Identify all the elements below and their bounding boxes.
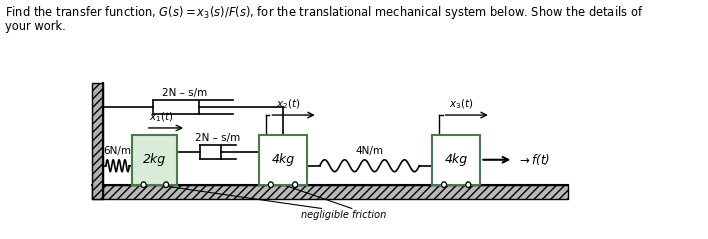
Text: 2N – s/m: 2N – s/m bbox=[161, 88, 207, 98]
Circle shape bbox=[292, 182, 297, 188]
Circle shape bbox=[268, 182, 273, 188]
Bar bbox=[93, 83, 103, 199]
Circle shape bbox=[467, 183, 469, 186]
Text: $x_3(t)$: $x_3(t)$ bbox=[449, 98, 474, 111]
Circle shape bbox=[141, 182, 146, 188]
Text: $x_2(t)$: $x_2(t)$ bbox=[276, 98, 300, 111]
Text: 4kg: 4kg bbox=[445, 153, 468, 166]
Text: $\rightarrow$f(t): $\rightarrow$f(t) bbox=[517, 152, 550, 167]
Circle shape bbox=[442, 182, 447, 188]
Circle shape bbox=[466, 182, 471, 188]
Circle shape bbox=[164, 182, 169, 188]
Circle shape bbox=[294, 183, 297, 186]
Text: Find the transfer function, $G(s) = x_3(s)/F(s)$, for the translational mechanic: Find the transfer function, $G(s) = x_3(… bbox=[5, 4, 644, 21]
Bar bbox=[432, 135, 481, 185]
Text: 2kg: 2kg bbox=[143, 153, 166, 166]
Circle shape bbox=[442, 183, 445, 186]
Bar bbox=[93, 185, 568, 199]
Text: negligible friction: negligible friction bbox=[300, 211, 386, 220]
Text: 4N/m: 4N/m bbox=[355, 146, 384, 156]
Text: 4kg: 4kg bbox=[271, 153, 295, 166]
Circle shape bbox=[165, 183, 167, 186]
Text: your work.: your work. bbox=[5, 20, 66, 33]
Bar bbox=[132, 135, 177, 185]
Text: $x_1(t)$: $x_1(t)$ bbox=[149, 110, 173, 124]
Text: 2N – s/m: 2N – s/m bbox=[195, 133, 241, 143]
Bar bbox=[258, 135, 307, 185]
Circle shape bbox=[270, 183, 272, 186]
Circle shape bbox=[142, 183, 144, 186]
Text: 6N/m: 6N/m bbox=[103, 146, 132, 156]
